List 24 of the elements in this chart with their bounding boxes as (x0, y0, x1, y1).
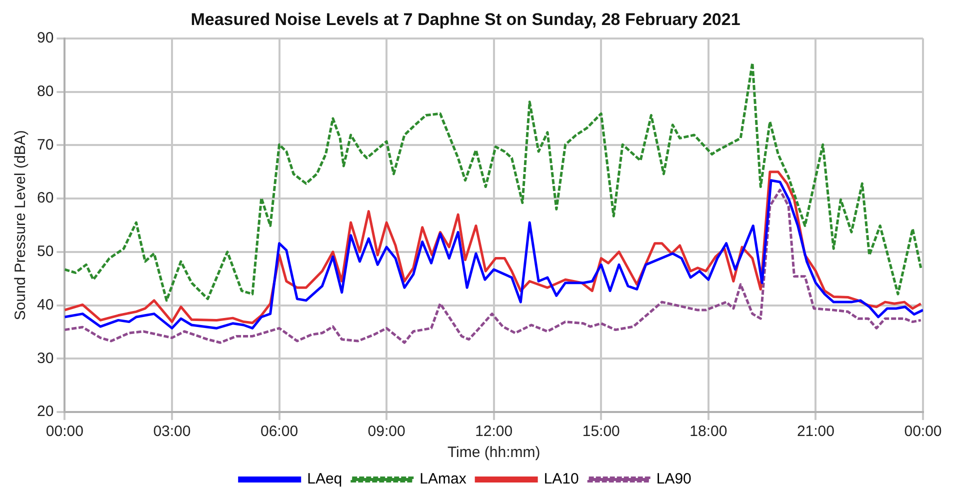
y-tick-label: 60 (36, 190, 54, 207)
x-tick-label: 12:00 (475, 423, 513, 440)
y-tick-label: 90 (36, 30, 54, 47)
y-tick-label: 30 (36, 350, 54, 367)
y-tick-label: 70 (36, 136, 54, 154)
legend-label: LAmax (420, 470, 467, 488)
y-axis-title: Sound Pressure Level (dBA) (12, 130, 30, 320)
x-tick-label: 00:00 (46, 423, 84, 440)
y-tick-label: 50 (36, 243, 54, 260)
x-tick-label: 18:00 (690, 423, 728, 440)
legend-label: LA90 (656, 470, 692, 488)
legend-label: LAeq (307, 470, 342, 488)
x-tick-label: 00:00 (904, 423, 942, 440)
x-tick-label: 21:00 (796, 423, 834, 440)
y-tick-label: 80 (36, 82, 54, 100)
chart-title: Measured Noise Levels at 7 Daphne St on Sunday, 28 February 2021 (190, 10, 740, 29)
y-tick-label: 40 (36, 296, 54, 314)
x-tick-label: 06:00 (260, 423, 298, 440)
y-tick-label: 20 (36, 403, 54, 420)
x-axis-title: Time (hh:mm) (447, 444, 540, 462)
legend-label: LA10 (544, 470, 579, 488)
x-tick-label: 15:00 (582, 423, 620, 440)
x-tick-label: 09:00 (368, 423, 406, 440)
x-tick-label: 03:00 (153, 423, 191, 440)
